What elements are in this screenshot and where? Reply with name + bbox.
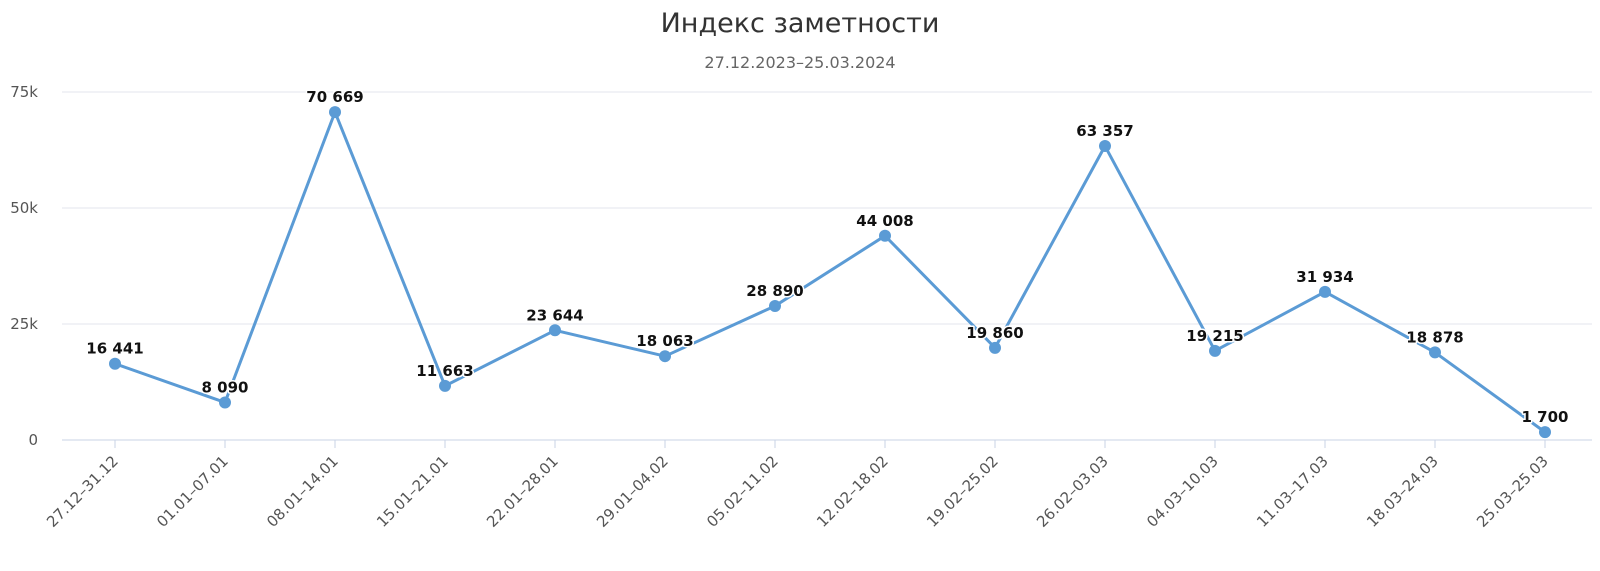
data-point[interactable] xyxy=(879,229,891,242)
y-axis: 0 25k 50k 75k xyxy=(10,83,38,449)
data-point[interactable] xyxy=(1539,426,1551,439)
x-tick-label: 18.03–24.03 xyxy=(1363,452,1442,531)
x-tick-label: 15.01–21.01 xyxy=(373,452,452,531)
data-point[interactable] xyxy=(1319,285,1331,298)
y-tick-label: 0 xyxy=(28,431,38,449)
data-label: 44 008 xyxy=(856,212,913,230)
data-label: 70 669 xyxy=(306,88,363,106)
chart-title: Индекс заметности xyxy=(660,8,940,39)
x-tick-label: 27.12–31.12 xyxy=(43,452,122,531)
grid-lines xyxy=(62,91,1592,441)
x-tick-label: 01.01–07.01 xyxy=(153,452,232,531)
data-label: 19 860 xyxy=(966,324,1023,342)
x-tick-label: 08.01–14.01 xyxy=(263,452,342,531)
data-label: 63 357 xyxy=(1076,122,1133,140)
x-tick-label: 29.01–04.02 xyxy=(593,452,672,531)
series-points xyxy=(109,106,1551,439)
x-tick-label: 25.03–25.03 xyxy=(1473,452,1552,531)
data-point[interactable] xyxy=(439,379,451,392)
x-tick-label: 12.02–18.02 xyxy=(813,452,892,531)
data-label: 28 890 xyxy=(746,282,803,300)
data-label: 18 063 xyxy=(636,332,693,350)
data-label: 18 878 xyxy=(1406,328,1463,346)
x-tick-label: 26.02–03.03 xyxy=(1033,452,1112,531)
data-label: 19 215 xyxy=(1186,327,1243,345)
data-point[interactable] xyxy=(1209,344,1221,357)
x-axis: 27.12–31.12 01.01–07.01 08.01–14.01 15.01–2… xyxy=(43,440,1552,531)
data-label: 31 934 xyxy=(1296,268,1353,286)
data-label: 23 644 xyxy=(526,306,583,324)
series-line xyxy=(114,110,1546,434)
x-tick-label: 19.02–25.02 xyxy=(923,452,1002,531)
data-label: 16 441 xyxy=(86,340,143,358)
data-point[interactable] xyxy=(549,324,561,337)
data-point[interactable] xyxy=(659,350,671,363)
x-tick-label: 04.03–10.03 xyxy=(1143,452,1222,531)
data-point[interactable] xyxy=(769,299,781,312)
x-tick-label: 11.03–17.03 xyxy=(1253,452,1332,531)
x-tick-label: 05.02–11.02 xyxy=(703,452,782,531)
data-point[interactable] xyxy=(989,341,1001,354)
chart-subtitle: 27.12.2023–25.03.2024 xyxy=(704,53,896,72)
data-point[interactable] xyxy=(109,357,121,370)
data-point[interactable] xyxy=(329,106,341,119)
y-tick-label: 50k xyxy=(10,199,38,217)
data-point[interactable] xyxy=(1429,346,1441,359)
y-tick-label: 75k xyxy=(10,83,38,101)
data-label: 11 663 xyxy=(416,362,473,380)
data-label: 8 090 xyxy=(202,378,249,396)
data-point[interactable] xyxy=(219,396,231,409)
y-tick-label: 25k xyxy=(10,315,38,333)
series-polyline xyxy=(114,110,1546,434)
x-tick-label: 22.01–28.01 xyxy=(483,452,562,531)
data-label: 1 700 xyxy=(1522,408,1569,426)
data-labels: 16 441 8 090 70 669 11 663 23 644 18 063 28 89… xyxy=(85,87,1570,428)
data-point[interactable] xyxy=(1099,140,1111,153)
